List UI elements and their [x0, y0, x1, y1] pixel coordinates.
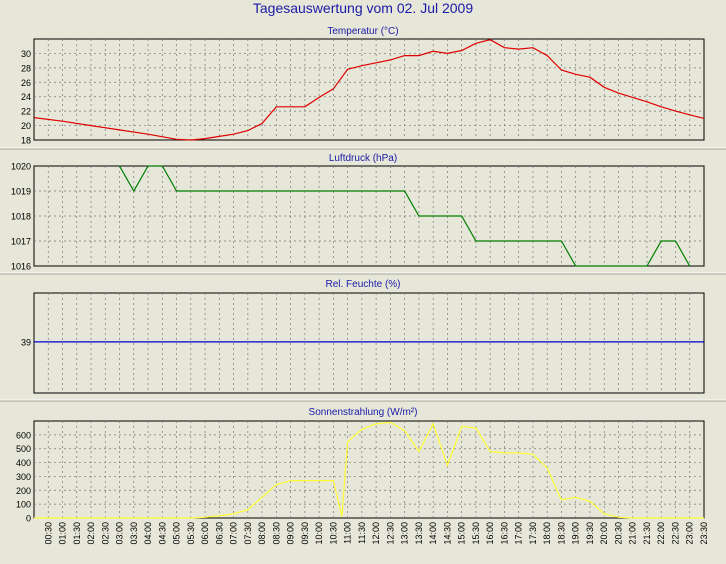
panel-title: Sonnenstrahlung (W/m²): [309, 407, 418, 418]
y-tick-label: 300: [16, 472, 31, 482]
panel-title: Rel. Feuchte (%): [325, 279, 400, 290]
y-tick-label: 24: [21, 92, 31, 102]
series-line: [33, 39, 705, 141]
x-tick-label: 01:00: [58, 522, 68, 545]
plot-area: [33, 420, 705, 519]
y-tick-label: 400: [16, 458, 31, 468]
y-tick-label: 0: [26, 514, 31, 524]
x-tick-label: 01:30: [72, 522, 82, 545]
x-tick-label: 02:30: [100, 522, 110, 545]
x-tick-label: 13:00: [400, 522, 410, 545]
plot-area: [33, 38, 705, 141]
y-tick-label: 30: [21, 49, 31, 59]
x-tick-label: 07:30: [243, 522, 253, 545]
x-tick-label: 09:30: [300, 522, 310, 545]
y-tick-label: 22: [21, 107, 31, 117]
y-tick-label: 600: [16, 430, 31, 440]
y-tick-label: 1020: [11, 162, 31, 172]
x-tick-label: 08:00: [257, 522, 267, 545]
x-tick-label: 20:00: [599, 522, 609, 545]
y-tick-label: 100: [16, 500, 31, 510]
y-tick-label: 18: [21, 136, 31, 146]
x-tick-label: 16:30: [499, 522, 509, 545]
x-tick-label: 12:00: [371, 522, 381, 545]
x-tick-label: 23:00: [685, 522, 695, 545]
x-tick-label: 08:30: [271, 522, 281, 545]
x-tick-label: 14:00: [428, 522, 438, 545]
x-tick-label: 22:00: [656, 522, 666, 545]
x-tick-label: 21:00: [628, 522, 638, 545]
x-tick-label: 22:30: [671, 522, 681, 545]
x-tick-label: 05:30: [186, 522, 196, 545]
x-tick-label: 17:00: [514, 522, 524, 545]
x-tick-label: 18:30: [556, 522, 566, 545]
x-tick-label: 17:30: [528, 522, 538, 545]
x-tick-label: 12:30: [385, 522, 395, 545]
x-tick-label: 16:00: [485, 522, 495, 545]
y-tick-label: 1019: [11, 187, 31, 197]
x-tick-label: 02:00: [86, 522, 96, 545]
y-tick-label: 39: [21, 337, 31, 347]
x-tick-label: 15:30: [471, 522, 481, 545]
x-tick-label: 23:30: [699, 522, 709, 545]
x-tick-label: 14:30: [442, 522, 452, 545]
y-tick-label: 500: [16, 444, 31, 454]
panel-title: Luftdruck (hPa): [329, 153, 397, 164]
x-tick-label: 03:00: [115, 522, 125, 545]
page-title: Tagesauswertung vom 02. Jul 2009: [252, 0, 474, 16]
x-tick-label: 09:00: [286, 522, 296, 545]
y-tick-label: 1016: [11, 262, 31, 272]
y-tick-label: 26: [21, 78, 31, 88]
x-tick-label: 15:00: [457, 522, 467, 545]
x-tick-label: 13:30: [414, 522, 424, 545]
panel-title: Temperatur (°C): [327, 26, 398, 37]
y-tick-label: 1017: [11, 237, 31, 247]
x-tick-label: 06:30: [214, 522, 224, 545]
x-tick-label: 20:30: [614, 522, 624, 545]
x-tick-label: 00:30: [43, 522, 53, 545]
x-tick-label: 19:30: [585, 522, 595, 545]
x-tick-label: 06:00: [200, 522, 210, 545]
x-tick-label: 03:30: [129, 522, 139, 545]
x-tick-label: 11:00: [343, 522, 353, 544]
x-tick-label: 04:00: [143, 522, 153, 545]
series-line: [118, 165, 691, 267]
plot-area: [33, 292, 705, 394]
y-tick-label: 28: [21, 63, 31, 73]
y-tick-label: 20: [21, 121, 31, 131]
y-tick-label: 1018: [11, 212, 31, 222]
x-tick-label: 07:00: [229, 522, 239, 545]
y-tick-label: 200: [16, 486, 31, 496]
x-tick-label: 04:30: [157, 522, 167, 545]
x-tick-label: 10:30: [328, 522, 338, 545]
series-line: [34, 421, 704, 519]
x-tick-label: 05:00: [172, 522, 182, 545]
x-tick-label: 18:00: [542, 522, 552, 545]
x-tick-label: 19:00: [571, 522, 581, 545]
x-tick-label: 11:30: [357, 522, 367, 544]
x-tick-label: 10:00: [314, 522, 324, 545]
x-tick-label: 21:30: [642, 522, 652, 545]
